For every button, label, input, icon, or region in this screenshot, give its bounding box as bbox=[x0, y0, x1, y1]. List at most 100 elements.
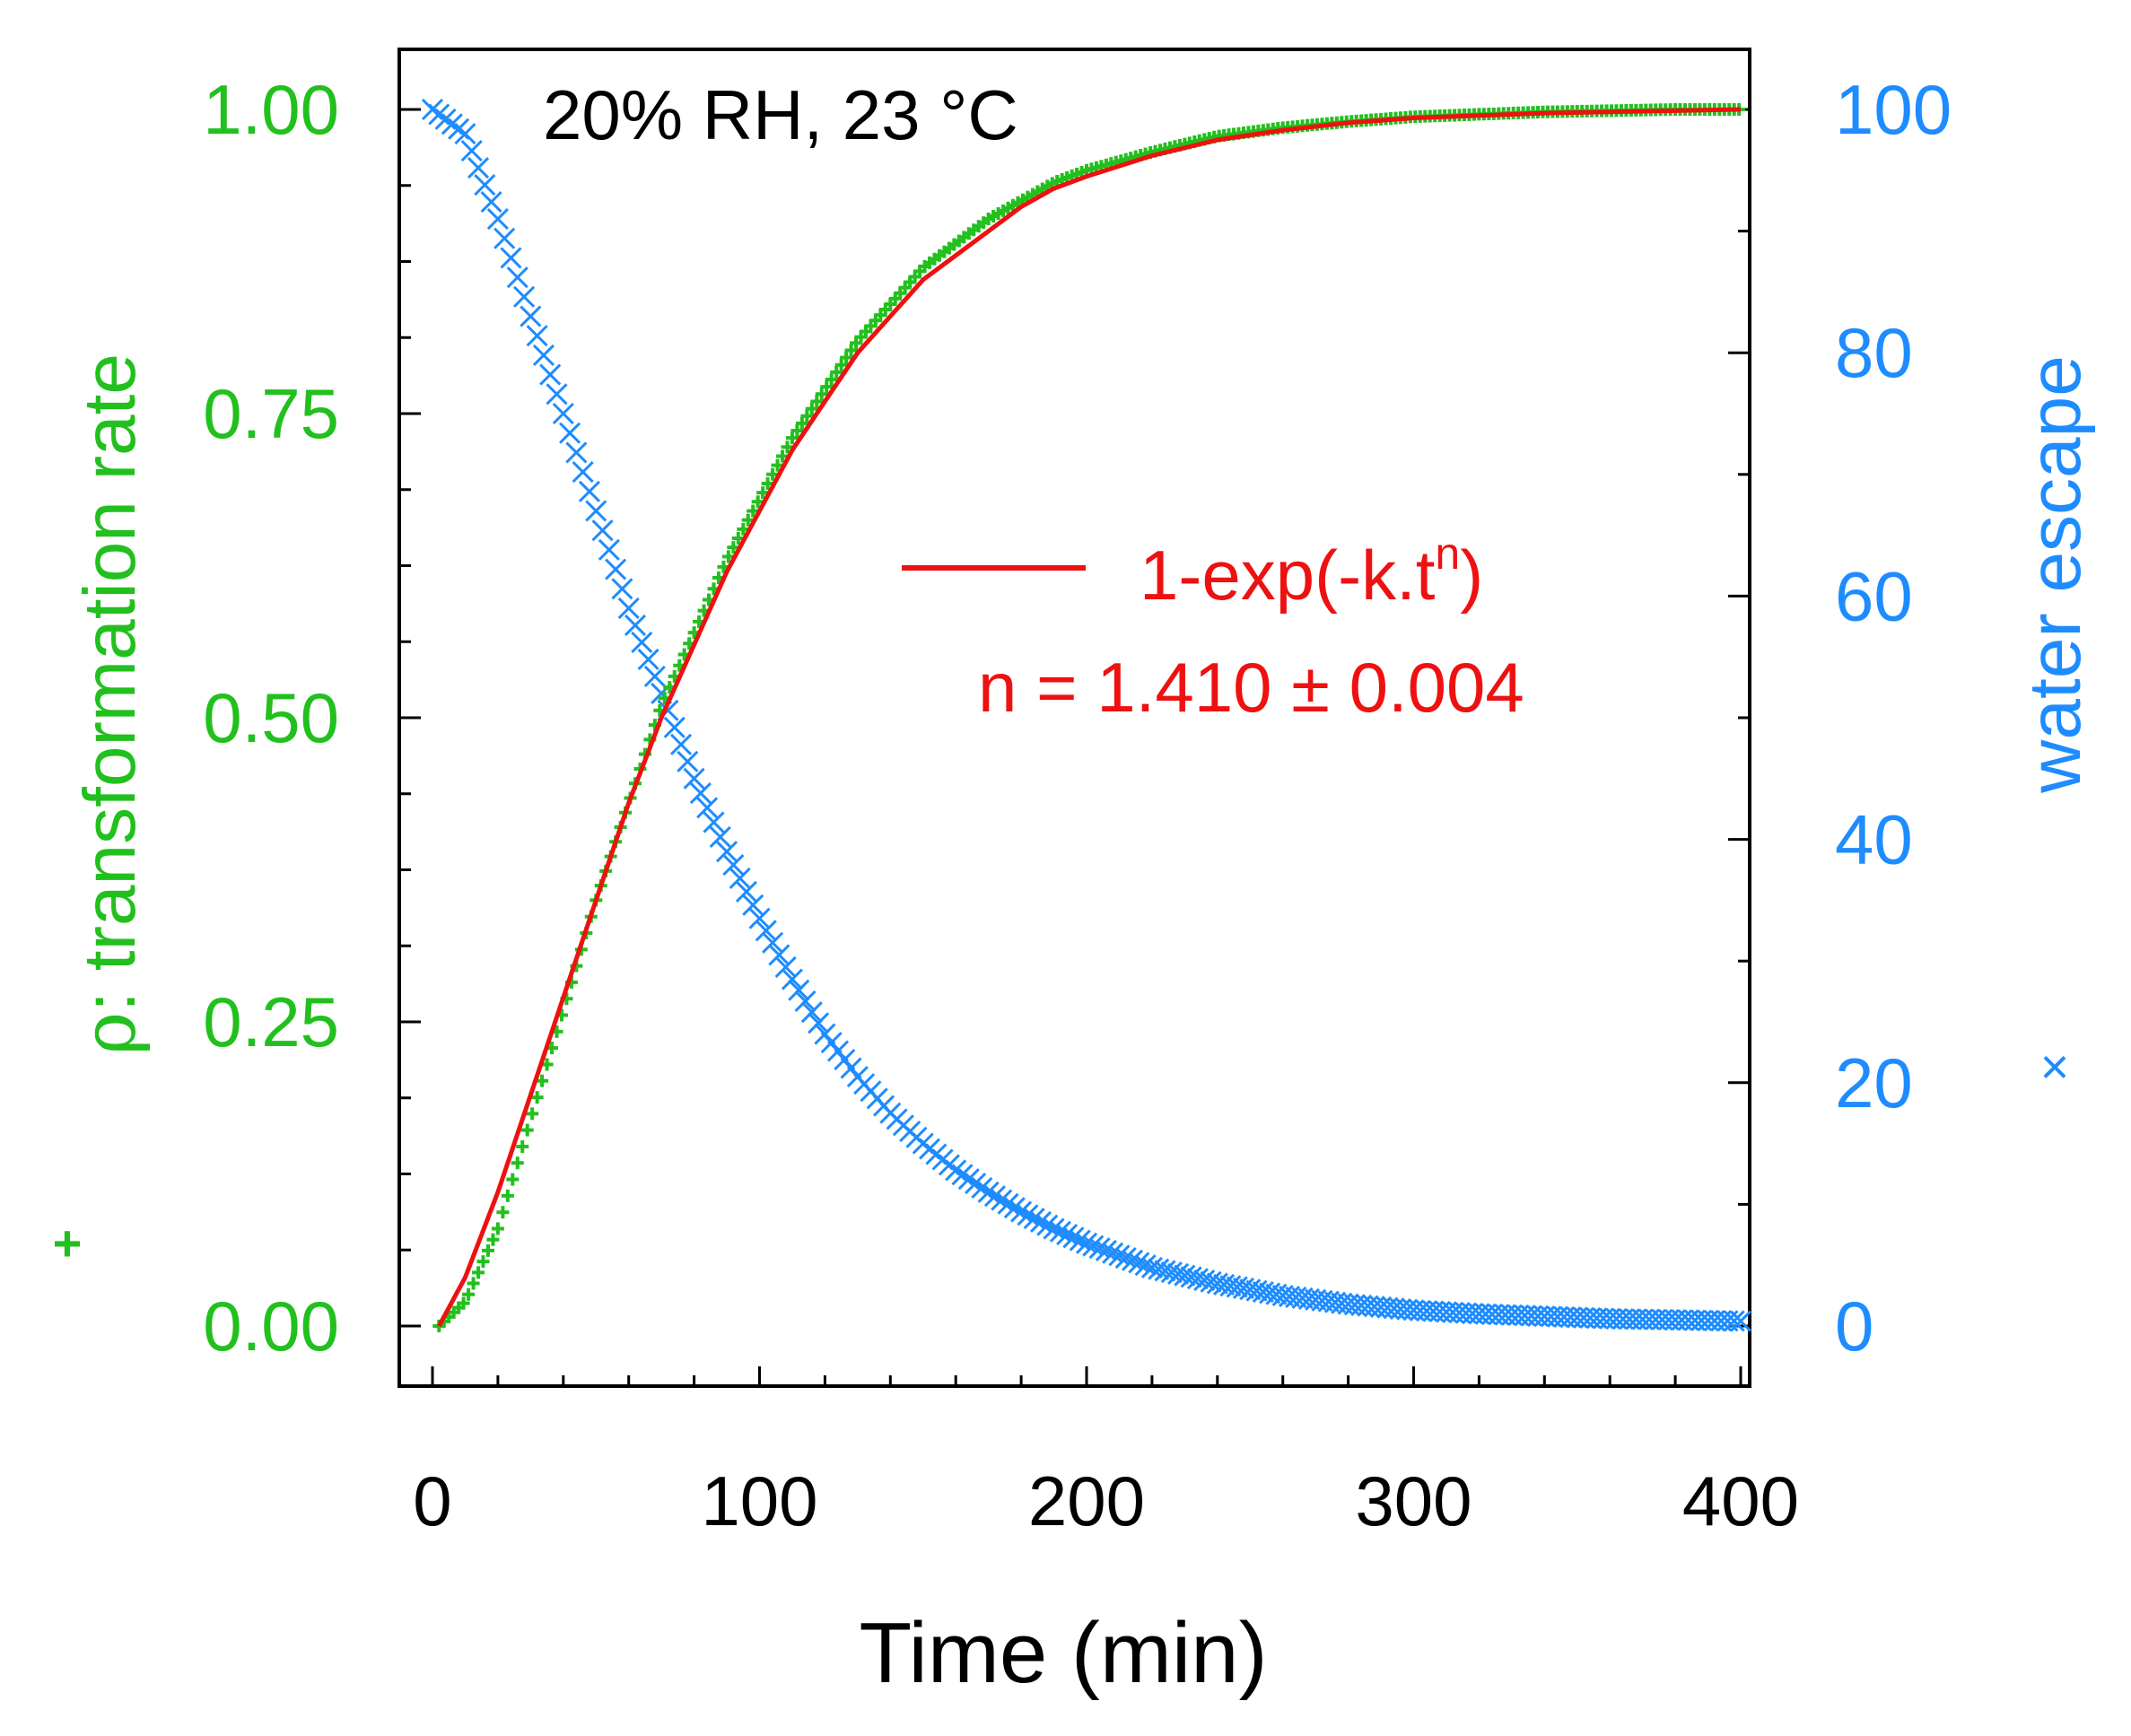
water-escape-point bbox=[1723, 1310, 1745, 1332]
water-escape-point bbox=[689, 782, 712, 805]
transformation-rate-point bbox=[790, 423, 804, 437]
water-escape-point bbox=[474, 174, 496, 196]
x-tick-label: 300 bbox=[1355, 1461, 1472, 1540]
water-escape-point bbox=[585, 500, 607, 522]
water-escape-point bbox=[1252, 1280, 1274, 1304]
y-right-tick-label: 80 bbox=[1835, 313, 1913, 392]
water-escape-point bbox=[1036, 1214, 1059, 1236]
water-escape-point bbox=[572, 461, 594, 484]
water-escape-point bbox=[1174, 1264, 1196, 1287]
fit-line bbox=[437, 107, 1742, 1328]
water-escape-point bbox=[532, 344, 555, 366]
water-escape-point bbox=[1200, 1270, 1222, 1293]
transformation-rate-point bbox=[536, 1074, 549, 1087]
water-escape-point bbox=[1265, 1283, 1288, 1305]
y-left-axis-title: ρ: transformation rate bbox=[67, 353, 153, 1055]
transformation-rate-point bbox=[820, 380, 834, 394]
x-tick-label: 100 bbox=[701, 1461, 817, 1540]
water-escape-point bbox=[742, 894, 764, 916]
water-escape-point bbox=[454, 123, 476, 145]
water-escape-point bbox=[1213, 1273, 1236, 1295]
transformation-rate-point bbox=[501, 1189, 514, 1202]
water-escape-point bbox=[631, 631, 653, 653]
transformation-rate-point bbox=[506, 1173, 520, 1186]
transformation-rate-point bbox=[467, 1277, 480, 1290]
water-escape-point bbox=[1010, 1200, 1033, 1223]
transformation-rate-point bbox=[844, 344, 858, 357]
transformation-rate-point bbox=[520, 1123, 534, 1137]
x-tick-label: 400 bbox=[1682, 1461, 1799, 1540]
water-escape-point bbox=[480, 190, 502, 214]
water-escape-point bbox=[1245, 1279, 1268, 1302]
transformation-rate-point bbox=[800, 409, 814, 423]
water-escape-point bbox=[729, 867, 751, 890]
water-escape-point bbox=[605, 558, 627, 580]
water-escape-point bbox=[1166, 1262, 1190, 1286]
water-escape-point bbox=[1148, 1258, 1170, 1280]
transformation-rate-point bbox=[805, 402, 818, 415]
series-water-escape bbox=[421, 98, 1752, 1332]
water-escape-point bbox=[1023, 1208, 1045, 1230]
y-left-tick-label: 0.25 bbox=[203, 982, 339, 1061]
water-escape-point bbox=[1154, 1260, 1176, 1282]
water-escape-point bbox=[1114, 1246, 1137, 1269]
water-escape-point bbox=[578, 480, 601, 502]
y-left-tick-label: 1.00 bbox=[203, 70, 339, 149]
water-escape-point bbox=[598, 538, 620, 561]
water-escape-point bbox=[493, 227, 516, 249]
water-escape-point bbox=[945, 1159, 967, 1182]
water-escape-point bbox=[951, 1164, 974, 1186]
water-escape-point bbox=[957, 1168, 980, 1191]
water-escape-point bbox=[800, 1001, 823, 1024]
water-escape-point bbox=[512, 285, 536, 308]
water-escape-point bbox=[559, 422, 581, 444]
transformation-rate-point bbox=[526, 1107, 539, 1121]
water-escape-point bbox=[794, 990, 817, 1013]
water-escape-point bbox=[1226, 1276, 1248, 1298]
transformation-rate-point bbox=[457, 1296, 470, 1310]
water-escape-point bbox=[696, 797, 719, 819]
water-escape-point bbox=[1239, 1278, 1262, 1301]
transformation-rate-point bbox=[476, 1255, 490, 1269]
water-escape-point bbox=[669, 733, 693, 755]
water-escape-point bbox=[565, 441, 588, 464]
water-escape-point bbox=[983, 1185, 1007, 1208]
water-escape-point bbox=[467, 157, 490, 179]
water-escape-point bbox=[1102, 1242, 1124, 1264]
water-escape-point bbox=[1134, 1254, 1157, 1277]
axis-ticks: 0 100 200 300 400 0.00 0.25 0.50 0.75 1.00 0 20 40 60… bbox=[203, 70, 1952, 1540]
water-escape-point bbox=[643, 665, 666, 687]
water-escape-point bbox=[617, 597, 640, 620]
water-escape-point bbox=[637, 648, 659, 670]
transformation-rate-point bbox=[781, 441, 794, 454]
water-escape-point bbox=[1082, 1234, 1105, 1257]
transformation-rate-point bbox=[486, 1233, 500, 1246]
water-escape-point bbox=[526, 325, 548, 347]
water-escape-point bbox=[965, 1173, 987, 1195]
water-escape-point bbox=[1729, 1310, 1752, 1332]
transformation-rate-point bbox=[785, 432, 799, 445]
legend: 1-exp(-k.tn) n = 1.410 ± 0.004 bbox=[902, 528, 1524, 727]
water-escape-point bbox=[663, 716, 686, 738]
transformation-rate-point bbox=[795, 416, 808, 430]
water-escape-point bbox=[1259, 1282, 1281, 1304]
fit-n-value: n = 1.410 ± 0.004 bbox=[978, 648, 1524, 727]
water-escape-point bbox=[506, 266, 528, 289]
water-escape-point bbox=[611, 578, 633, 600]
y-left-tick-label: 0.75 bbox=[203, 374, 339, 453]
water-escape-point bbox=[703, 811, 725, 833]
water-escape-point bbox=[520, 305, 542, 327]
water-escape-point bbox=[1186, 1268, 1209, 1290]
water-escape-point bbox=[1121, 1249, 1144, 1271]
water-escape-point bbox=[1088, 1237, 1111, 1260]
water-escape-point bbox=[552, 402, 574, 425]
water-escape-point bbox=[591, 519, 614, 542]
transformation-rate-point bbox=[496, 1206, 510, 1219]
water-escape-point bbox=[1056, 1223, 1079, 1246]
water-escape-point bbox=[624, 614, 647, 637]
water-escape-point bbox=[1219, 1275, 1242, 1297]
water-escape-point bbox=[1003, 1197, 1026, 1219]
water-escape-point bbox=[1108, 1244, 1131, 1267]
transformation-rate-point bbox=[462, 1287, 476, 1301]
water-escape-point bbox=[1062, 1226, 1085, 1249]
